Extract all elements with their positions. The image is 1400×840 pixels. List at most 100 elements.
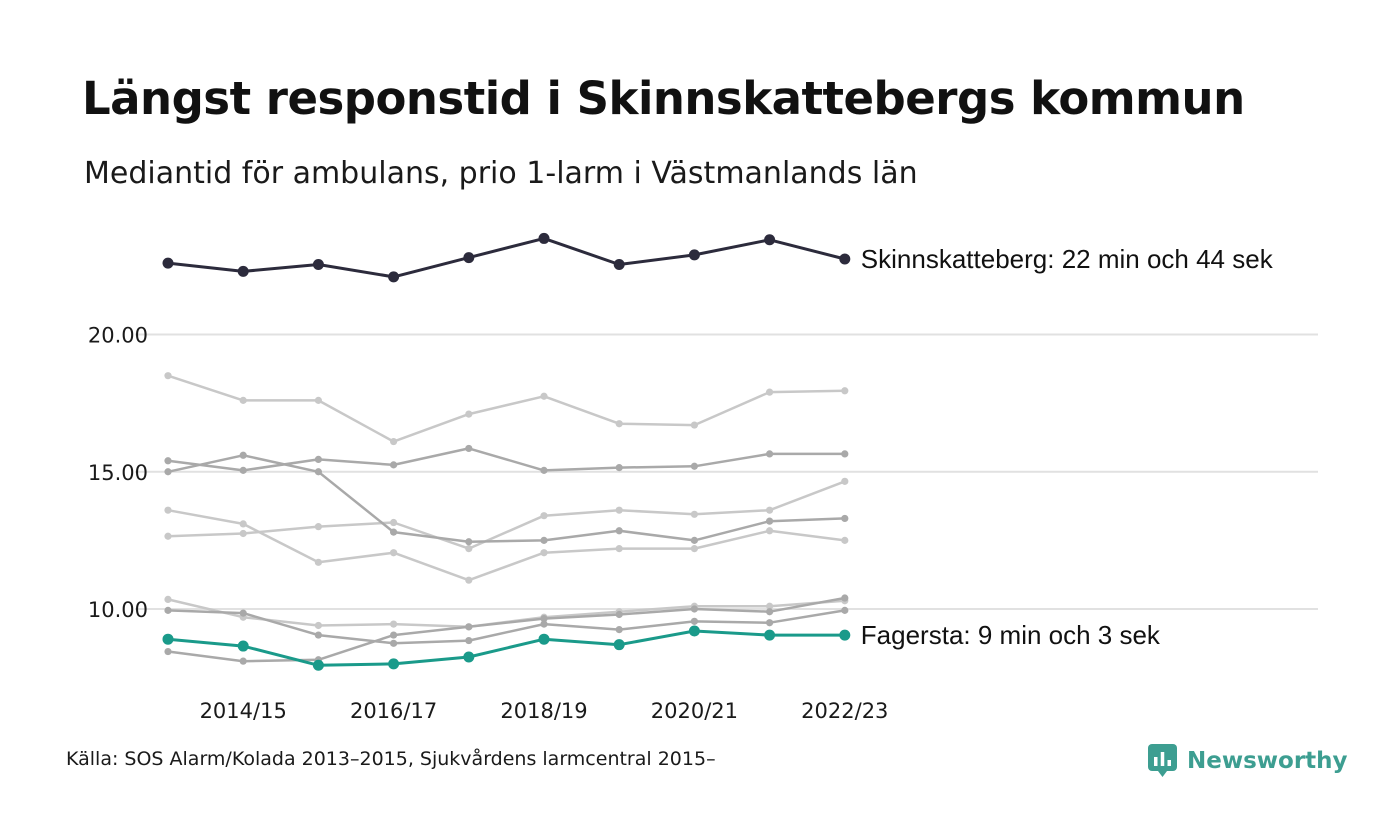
data-point — [839, 253, 851, 265]
data-point — [463, 651, 475, 663]
data-point — [540, 615, 548, 623]
series-fagersta — [162, 625, 851, 671]
data-point — [314, 468, 322, 476]
data-point — [314, 621, 322, 630]
series-skinnskatteberg — [162, 232, 851, 283]
data-point — [164, 647, 172, 656]
data-point — [615, 420, 623, 428]
x-tick-label: 2020/21 — [651, 699, 738, 723]
data-point — [390, 639, 398, 647]
data-point — [841, 594, 849, 602]
data-point — [766, 506, 774, 514]
data-point — [388, 271, 400, 283]
series-line — [167, 480, 846, 550]
data-point — [162, 633, 174, 645]
data-point — [239, 609, 247, 617]
brand-name: Newsworthy — [1187, 748, 1348, 774]
data-point — [390, 620, 398, 628]
data-point — [766, 517, 774, 525]
data-point — [615, 545, 623, 553]
end-label-fagersta: Fagersta: 9 min och 3 sek — [861, 620, 1161, 650]
data-point — [239, 466, 247, 474]
data-point — [540, 466, 548, 474]
x-tick-label: 2022/23 — [801, 699, 888, 723]
x-axis-ticks: 2014/15 2016/17 2018/19 2020/21 2022/23 — [200, 699, 889, 723]
brand-logo: Newsworthy — [1148, 744, 1348, 778]
data-point — [690, 545, 699, 553]
data-point — [839, 629, 851, 641]
data-point — [613, 639, 625, 651]
data-point — [164, 506, 172, 514]
data-point — [613, 259, 625, 271]
data-point — [164, 468, 172, 476]
data-point — [314, 558, 322, 566]
data-point — [690, 536, 699, 544]
source-note: Källa: SOS Alarm/Kolada 2013–2015, Sjukv… — [66, 748, 716, 770]
data-point — [615, 464, 623, 472]
data-point — [841, 536, 849, 544]
series-municipality-2 — [164, 444, 849, 474]
data-point — [465, 538, 473, 546]
data-point — [540, 512, 548, 520]
data-point — [239, 396, 247, 404]
data-point — [540, 549, 548, 557]
series-municipality-4 — [164, 506, 849, 584]
data-point — [465, 636, 473, 645]
series-line — [167, 508, 845, 582]
data-point — [388, 658, 400, 670]
data-point — [390, 461, 398, 469]
data-point — [237, 640, 249, 652]
data-point — [239, 520, 247, 528]
data-point — [841, 387, 849, 395]
data-point — [463, 252, 475, 264]
data-point — [390, 549, 398, 557]
data-point — [766, 619, 774, 627]
data-point — [239, 451, 247, 459]
chart-subtitle: Mediantid för ambulans, prio 1-larm i Vä… — [84, 156, 918, 191]
data-point — [615, 506, 623, 514]
series-municipality-5 — [164, 477, 849, 553]
data-point — [841, 477, 849, 485]
series-line — [167, 447, 845, 472]
series-layer — [162, 232, 851, 671]
series-line — [167, 609, 846, 645]
data-point — [465, 623, 473, 631]
data-point — [615, 527, 623, 535]
data-point — [540, 536, 548, 544]
end-label-skinnskatteberg: Skinnskatteberg: 22 min och 44 sek — [861, 244, 1274, 274]
data-point — [312, 659, 324, 671]
data-point — [690, 617, 699, 625]
data-point — [314, 523, 322, 531]
data-point — [841, 450, 849, 458]
y-tick-label: 10.00 — [88, 598, 148, 622]
data-point — [314, 455, 322, 463]
data-point — [841, 514, 849, 523]
data-point — [764, 629, 776, 641]
data-point — [390, 631, 398, 639]
data-point — [465, 410, 473, 418]
data-point — [690, 510, 699, 518]
data-point — [239, 657, 247, 665]
data-point — [538, 633, 550, 645]
series-municipality-8 — [164, 594, 849, 665]
data-point — [688, 249, 700, 261]
data-point — [690, 462, 699, 470]
data-point — [314, 631, 322, 639]
series-municipality-7 — [164, 606, 849, 647]
data-point — [390, 518, 398, 527]
data-point — [766, 602, 774, 610]
data-point — [540, 620, 548, 628]
data-point — [615, 610, 623, 619]
data-point — [766, 388, 774, 396]
data-point — [390, 528, 398, 536]
end-labels: Fagersta: 9 min och 3 sek Skinnskatteberg… — [861, 244, 1274, 650]
data-point — [688, 625, 700, 637]
data-point — [314, 396, 322, 404]
data-point — [690, 605, 699, 613]
newsworthy-logo-icon — [1148, 744, 1177, 777]
series-line — [167, 374, 845, 443]
data-point — [465, 545, 473, 553]
data-point — [766, 450, 774, 458]
data-point — [164, 606, 172, 614]
line-chart: 10.00 15.00 20.00 2014/15 2016/17 2018/19 202… — [88, 232, 1318, 723]
